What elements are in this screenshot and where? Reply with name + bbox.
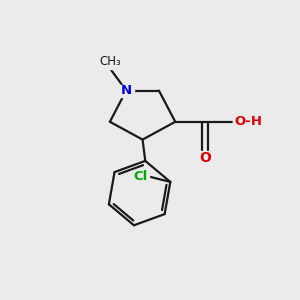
Bar bbox=[119, 85, 134, 97]
Text: O: O bbox=[199, 151, 211, 165]
Bar bbox=[199, 153, 211, 164]
Text: N: N bbox=[121, 84, 132, 97]
Bar bbox=[99, 57, 121, 69]
Bar bbox=[130, 171, 148, 182]
Text: CH₃: CH₃ bbox=[99, 55, 121, 68]
Bar bbox=[233, 116, 253, 128]
Text: Cl: Cl bbox=[134, 170, 148, 183]
Text: O‐H: O‐H bbox=[235, 115, 263, 128]
